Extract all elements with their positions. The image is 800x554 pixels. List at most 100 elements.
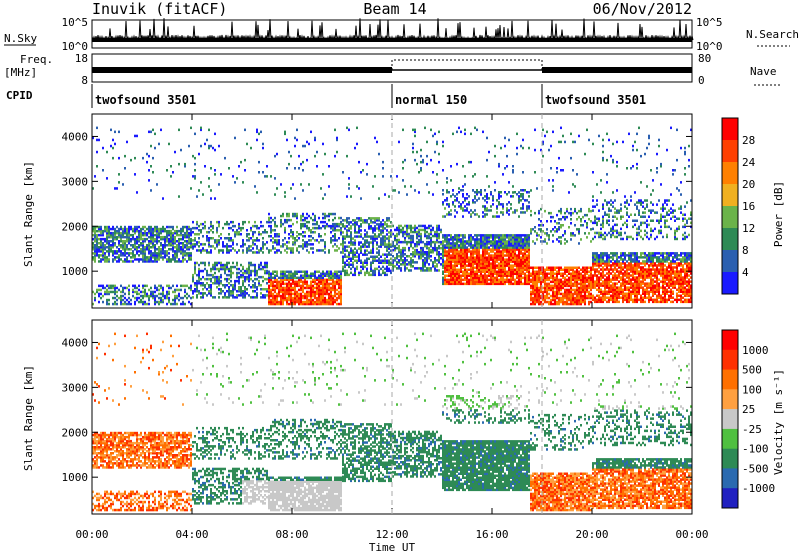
- heatmap-cell: [310, 231, 312, 234]
- heatmap-cell: [308, 235, 310, 238]
- heatmap-cell: [450, 266, 452, 269]
- heatmap-cell: [310, 235, 312, 238]
- heatmap-cell: [330, 226, 332, 230]
- heatmap-cell: [156, 240, 158, 243]
- heatmap-cell: [234, 235, 236, 238]
- heatmap-cell: [302, 288, 304, 292]
- heatmap-cell: [182, 256, 184, 259]
- heatmap-cell: [198, 277, 200, 281]
- heatmap-cell: [390, 233, 392, 236]
- heatmap-cell: [520, 189, 522, 192]
- heatmap-cell: [230, 267, 232, 271]
- heatmap-cell: [252, 290, 254, 293]
- heatmap-cell: [364, 253, 366, 256]
- heatmap-cell: [518, 252, 520, 255]
- heatmap-cell: [196, 282, 198, 285]
- heatmap-cell: [342, 223, 344, 226]
- heatmap-cell: [302, 222, 304, 226]
- heatmap-cell: [124, 229, 126, 233]
- heatmap-cell: [234, 284, 236, 287]
- heatmap-cell: [534, 128, 536, 132]
- heatmap-cell: [112, 290, 114, 294]
- heatmap-cell: [268, 224, 270, 228]
- heatmap-cell: [106, 242, 108, 245]
- heatmap-cell: [448, 266, 450, 269]
- heatmap-cell: [302, 235, 304, 238]
- heatmap-cell: [548, 179, 550, 182]
- station-title: Inuvik (fitACF): [92, 0, 227, 18]
- heatmap-cell: [130, 298, 132, 302]
- heatmap-cell: [106, 240, 108, 243]
- heatmap-cell: [426, 251, 428, 254]
- heatmap-cell: [354, 221, 356, 224]
- heatmap-cell: [414, 224, 416, 228]
- heatmap-cell: [364, 229, 366, 232]
- heatmap-cell: [464, 270, 466, 273]
- heatmap-cell: [270, 300, 272, 304]
- heatmap-cell: [126, 229, 128, 233]
- heatmap-cell: [488, 258, 490, 261]
- heatmap-cell: [178, 244, 180, 247]
- heatmap-cell: [382, 235, 384, 238]
- heatmap-cell: [112, 250, 114, 253]
- heatmap-cell: [266, 288, 268, 291]
- heatmap-cell: [384, 271, 386, 275]
- heatmap-cell: [176, 248, 178, 251]
- heatmap-cell: [388, 263, 390, 266]
- heatmap-cell: [556, 238, 558, 241]
- heatmap-cell: [508, 209, 510, 212]
- heatmap-cell: [326, 274, 328, 277]
- heatmap-cell: [518, 282, 520, 286]
- heatmap-cell: [342, 261, 344, 264]
- heatmap-cell: [528, 276, 530, 280]
- heatmap-cell: [186, 233, 188, 237]
- heatmap-cell: [100, 250, 102, 253]
- heatmap-cell: [486, 195, 488, 198]
- heatmap-cell: [536, 286, 538, 290]
- cpid-segment-label: twofsound 3501: [545, 93, 646, 107]
- heatmap-cell: [110, 248, 112, 251]
- heatmap-cell: [138, 292, 140, 296]
- heatmap-cell: [268, 272, 270, 275]
- heatmap-cell: [436, 232, 438, 236]
- heatmap-cell: [244, 279, 246, 283]
- heatmap-cell: [226, 263, 228, 267]
- heatmap-cell: [150, 260, 152, 263]
- heatmap-cell: [472, 274, 474, 277]
- heatmap-cell: [132, 250, 134, 253]
- heatmap-cell: [438, 253, 440, 256]
- heatmap-cell: [216, 245, 218, 248]
- heatmap-cell: [322, 216, 324, 220]
- heatmap-cell: [184, 162, 186, 166]
- heatmap-cell: [94, 229, 96, 233]
- heatmap-cell: [186, 244, 188, 247]
- heatmap-cell: [518, 266, 520, 269]
- heatmap-cell: [268, 218, 270, 222]
- heatmap-cell: [206, 235, 208, 238]
- heatmap-cell: [560, 126, 562, 130]
- heatmap-cell: [368, 271, 370, 275]
- heatmap-cell: [256, 288, 258, 291]
- heatmap-cell: [280, 224, 282, 228]
- heatmap-cell: [132, 237, 134, 241]
- heatmap-cell: [400, 240, 402, 244]
- heatmap-cell: [214, 132, 216, 136]
- heatmap-cell: [404, 259, 406, 262]
- heatmap-cell: [454, 199, 456, 202]
- heatmap-cell: [394, 228, 396, 232]
- heatmap-cell: [160, 244, 162, 247]
- heatmap-cell: [128, 248, 130, 251]
- heatmap-cell: [560, 296, 562, 300]
- heatmap-cell: [476, 246, 478, 249]
- heatmap-cell: [556, 167, 558, 170]
- heatmap-cell: [432, 261, 434, 264]
- heatmap-cell: [468, 203, 470, 206]
- heatmap-cell: [338, 282, 340, 286]
- heatmap-cell: [212, 146, 214, 150]
- heatmap-cell: [256, 277, 258, 281]
- heatmap-cell: [354, 259, 356, 262]
- heatmap-cell: [514, 264, 516, 267]
- heatmap-cell: [530, 294, 532, 298]
- heatmap-cell: [554, 278, 556, 282]
- heatmap-cell: [334, 286, 336, 290]
